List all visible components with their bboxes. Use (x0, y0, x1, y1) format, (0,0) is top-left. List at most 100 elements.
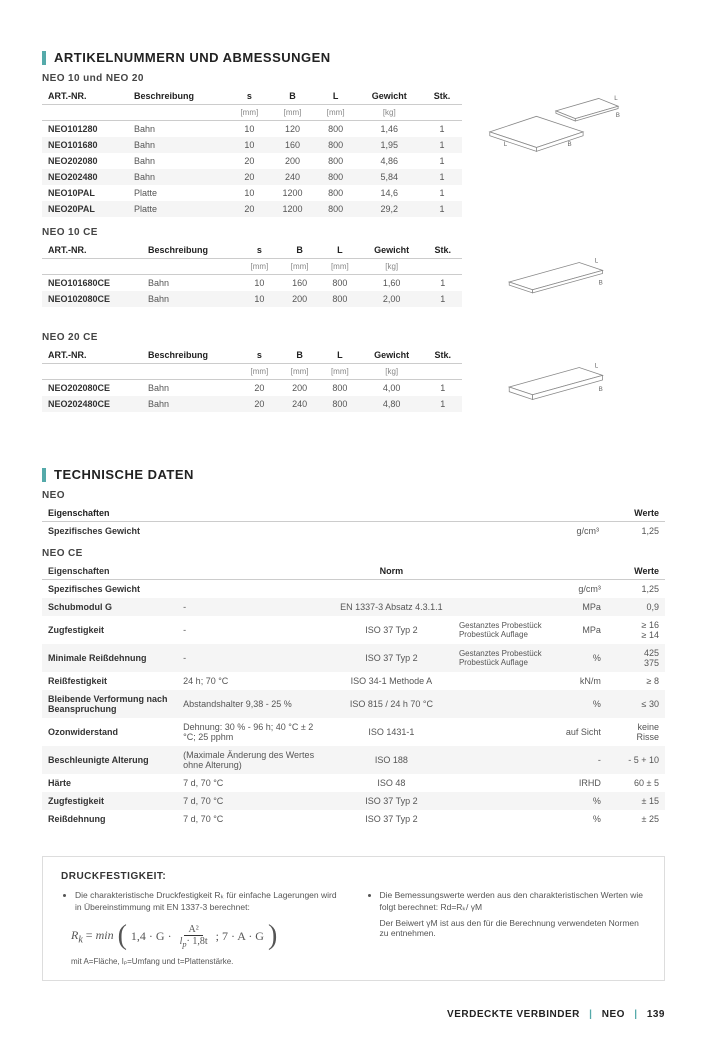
table-row: Zugfestigkeit-ISO 37 Typ 2Gestanztes Pro… (42, 616, 665, 644)
col-header: Gewicht (356, 88, 422, 105)
accent-bar (42, 51, 46, 65)
table-row: NEO101680CEBahn101608001,601 (42, 275, 462, 292)
col-unit: [kg] (356, 105, 422, 121)
col-unit (42, 259, 142, 275)
col-unit (42, 364, 142, 380)
footer-b: NEO (602, 1009, 625, 1020)
accent-bar-2 (42, 468, 46, 482)
section-header-1: ARTIKELNUMMERN UND ABMESSUNGEN (42, 50, 665, 65)
table-row: Schubmodul G-EN 1337-3 Absatz 4.3.1.1MPa… (42, 598, 665, 616)
col-unit: [mm] (229, 105, 271, 121)
col-unit: [mm] (239, 364, 279, 380)
col-unit (423, 364, 462, 380)
formula-note: mit A=Fläche, lₚ=Umfang und t=Plattenstä… (71, 957, 342, 966)
col-header: Beschreibung (128, 88, 229, 105)
col-unit (42, 105, 128, 121)
col-header: Stk. (423, 242, 462, 259)
druck-right-bullet-2: Der Beiwert γM ist aus den für die Berec… (366, 918, 647, 938)
col-unit: [mm] (280, 364, 320, 380)
subtitle-neo10ce: NEO 10 CE (42, 227, 665, 238)
subtitle-neoce: NEO CE (42, 548, 665, 559)
col-header: B (280, 242, 320, 259)
diagram-strip-1: L B (482, 242, 622, 322)
col-header: ART.-NR. (42, 88, 128, 105)
col-prop: Eigenschaften (42, 505, 555, 522)
table-row: Spezifisches Gewichtg/cm³1,25 (42, 522, 665, 541)
col-prop2: Eigenschaften (42, 563, 177, 580)
col-header: ART.-NR. (42, 242, 142, 259)
tech-table-neoce: Eigenschaften Norm Werte Spezifisches Ge… (42, 563, 665, 828)
col-unit: [mm] (280, 259, 320, 275)
col-header: Stk. (423, 347, 462, 364)
col-header: L (315, 88, 357, 105)
table-row: NEO202480Bahn202408005,841 (42, 169, 462, 185)
label-B: B (568, 141, 572, 148)
section-title-2: TECHNISCHE DATEN (54, 467, 194, 482)
col-header: s (239, 347, 279, 364)
col-header: Beschreibung (142, 347, 239, 364)
label-B4: B (599, 386, 603, 393)
formula: Rk = min ( 1,4 · G · A²lp· 1,8t ; 7 · A … (71, 924, 342, 949)
col-header: s (229, 88, 271, 105)
table-row: NEO101680Bahn101608001,951 (42, 137, 462, 153)
table-row: NEO102080CEBahn102008002,001 (42, 291, 462, 307)
table-neo20ce: ART.-NR.BeschreibungsBLGewichtStk. [mm][… (42, 347, 462, 412)
col-unit (142, 364, 239, 380)
col-header: B (280, 347, 320, 364)
druck-left-bullet: Die charakteristische Druckfestigkeit Rₖ… (75, 890, 342, 914)
table-row: Härte7 d, 70 °CISO 48IRHD60 ± 5 (42, 774, 665, 792)
label-B2: B (616, 112, 620, 119)
col-unit: [mm] (320, 259, 360, 275)
col-unit: [mm] (270, 105, 315, 121)
table-row: NEO202480CEBahn202408004,801 (42, 396, 462, 412)
subtitle-neo20ce: NEO 20 CE (42, 332, 665, 343)
col-norm: Norm (330, 563, 453, 580)
table-row: NEO20PALPlatte20120080029,21 (42, 201, 462, 217)
footer-a: VERDECKTE VERBINDER (447, 1009, 580, 1020)
label-B3: B (599, 279, 603, 286)
col-header: s (239, 242, 279, 259)
label-L: L (504, 141, 508, 148)
col-header: Stk. (422, 88, 462, 105)
table-neo10-20: ART.-NR.BeschreibungsBLGewichtStk. [mm][… (42, 88, 462, 217)
col-unit: [kg] (360, 364, 424, 380)
col-header: L (320, 242, 360, 259)
table-row: Beschleunigte Alterung(Maximale Änderung… (42, 746, 665, 774)
table-row: NEO202080Bahn202008004,861 (42, 153, 462, 169)
col-unit (142, 259, 239, 275)
page-footer: VERDECKTE VERBINDER | NEO | 139 (42, 1009, 665, 1020)
diagram-strip-2: L B (482, 347, 622, 427)
col-unit (128, 105, 229, 121)
col-unit: [kg] (360, 259, 424, 275)
footer-c: 139 (647, 1009, 665, 1020)
col-header: Gewicht (360, 347, 424, 364)
col-unit: [mm] (315, 105, 357, 121)
col-unit: [mm] (320, 364, 360, 380)
col-werte2: Werte (607, 563, 665, 580)
table-row: Minimale Reißdehnung-ISO 37 Typ 2Gestanz… (42, 644, 665, 672)
col-unit (422, 105, 462, 121)
section-title-1: ARTIKELNUMMERN UND ABMESSUNGEN (54, 50, 331, 65)
label-L3: L (595, 258, 599, 265)
col-unit (423, 259, 462, 275)
section-header-2: TECHNISCHE DATEN (42, 467, 665, 482)
table-row: Zugfestigkeit7 d, 70 °CISO 37 Typ 2%± 15 (42, 792, 665, 810)
table-row: NEO101280Bahn101208001,461 (42, 121, 462, 138)
subtitle-neo10-20: NEO 10 und NEO 20 (42, 73, 665, 84)
table-row: Bleibende Verformung nach BeanspruchungA… (42, 690, 665, 718)
druck-title: DRUCKFESTIGKEIT: (61, 871, 646, 882)
col-unit: [mm] (239, 259, 279, 275)
col-header: ART.-NR. (42, 347, 142, 364)
label-L4: L (595, 363, 599, 370)
table-row: NEO10PALPlatte10120080014,61 (42, 185, 462, 201)
diagram-plate-strip: L B L B (482, 88, 622, 168)
table-row: Reißfestigkeit24 h; 70 °CISO 34-1 Method… (42, 672, 665, 690)
subtitle-neo: NEO (42, 490, 665, 501)
table-row: Spezifisches Gewichtg/cm³1,25 (42, 580, 665, 599)
druck-right-bullet-1: Die Bemessungswerte werden aus den chara… (380, 890, 647, 914)
col-header: Gewicht (360, 242, 424, 259)
druck-box: DRUCKFESTIGKEIT: Die charakteristische D… (42, 856, 665, 981)
col-header: L (320, 347, 360, 364)
label-L2: L (614, 95, 618, 102)
col-header: B (270, 88, 315, 105)
